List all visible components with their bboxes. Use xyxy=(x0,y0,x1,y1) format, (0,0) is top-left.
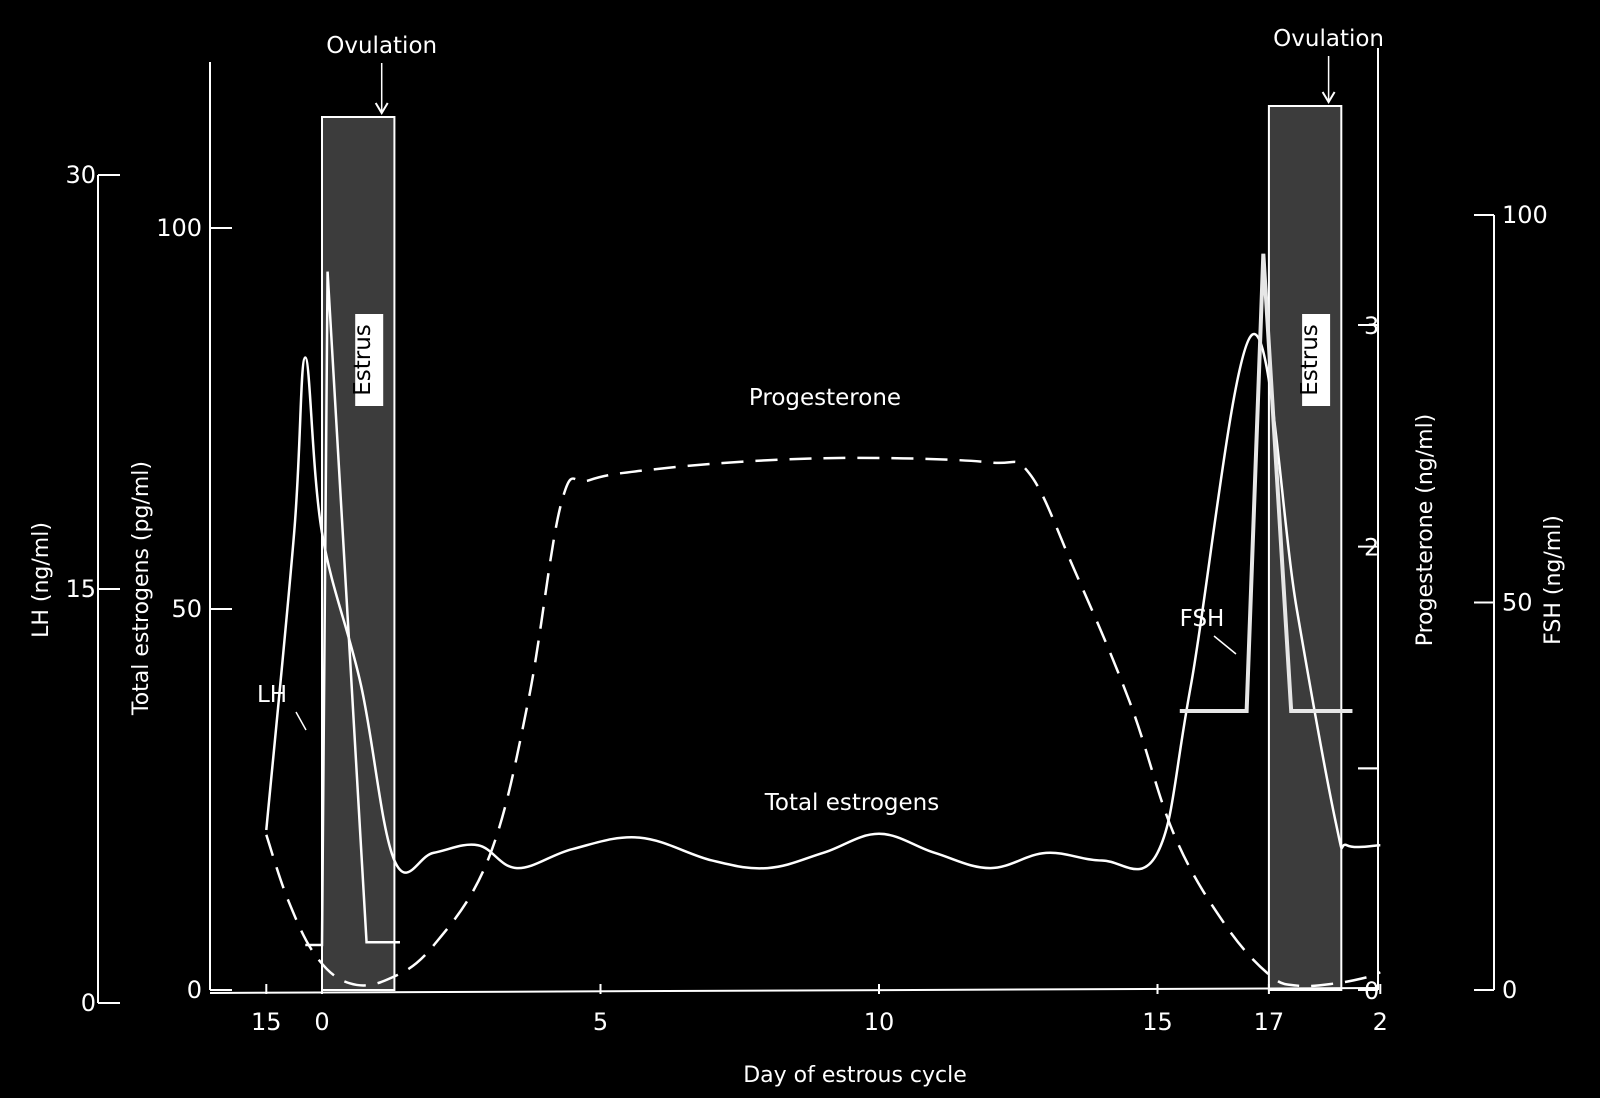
x-tick-label: 17 xyxy=(1254,1008,1285,1036)
progesterone-tick-label: 0 xyxy=(1364,977,1379,1005)
series-label-lh: LH xyxy=(257,682,287,708)
x-tick-label: 5 xyxy=(593,1008,608,1036)
estrus-label: Estrus xyxy=(1297,324,1323,396)
x-tick-label: 0 xyxy=(314,1008,329,1036)
lh-tick-label: 15 xyxy=(65,575,96,603)
fsh-axis-title: FSH (ng/ml) xyxy=(1541,515,1566,645)
lh-tick-label: 0 xyxy=(81,989,96,1017)
estrogens-axis-title: Total estrogens (pg/ml) xyxy=(129,461,154,716)
series-label-fsh-leader xyxy=(1213,635,1237,655)
x-tick-label: 10 xyxy=(864,1008,895,1036)
estrus-bars: Estrus Estrus xyxy=(321,105,1343,991)
ovulation-arrow-head xyxy=(1321,91,1336,104)
estrogens-tick-label: 50 xyxy=(171,595,202,623)
chart-labels: Ovulation Ovulation Progesterone Total estr… xyxy=(257,26,1384,816)
x-tick-label: 15 xyxy=(1142,1008,1173,1036)
x-axis-title: Day of estrous cycle xyxy=(743,1063,967,1088)
ovulation-label: Ovulation xyxy=(326,33,437,59)
series-fsh xyxy=(1179,253,1353,713)
series-label-lh-leader xyxy=(295,711,307,731)
estrus-label-box xyxy=(355,314,384,406)
data-series xyxy=(265,253,1381,988)
fsh-tick-label: 50 xyxy=(1502,589,1533,617)
ovulation-label: Ovulation xyxy=(1273,26,1384,52)
x-tick-label: 15 xyxy=(251,1008,282,1036)
series-lh xyxy=(305,271,400,947)
progesterone-tick-label: 2 xyxy=(1364,534,1379,562)
estrus-bar xyxy=(321,116,396,991)
estrogens-tick-label: 100 xyxy=(156,214,202,242)
lh-tick-label: 30 xyxy=(65,161,96,189)
lh-axis-title: LH (ng/ml) xyxy=(29,522,54,638)
estrogens-tick-label: 0 xyxy=(187,976,202,1004)
fsh-tick-label: 100 xyxy=(1502,201,1548,229)
series-label-total-estrogens: Total estrogens xyxy=(764,790,940,816)
estrus-label: Estrus xyxy=(350,324,376,396)
estrus-label-box xyxy=(1302,314,1331,406)
series-label-fsh: FSH xyxy=(1180,606,1225,632)
fsh-tick-label: 0 xyxy=(1502,976,1517,1004)
progesterone-axis-title: Progesterone (ng/ml) xyxy=(1413,414,1438,647)
ovulation-arrow-head xyxy=(374,102,389,115)
x-tick-label: 2 xyxy=(1373,1008,1388,1036)
series-label-progesterone: Progesterone xyxy=(749,385,901,411)
progesterone-tick-label: 3 xyxy=(1364,312,1379,340)
series-progesterone xyxy=(265,456,1381,988)
x-axis-line xyxy=(209,987,1379,994)
